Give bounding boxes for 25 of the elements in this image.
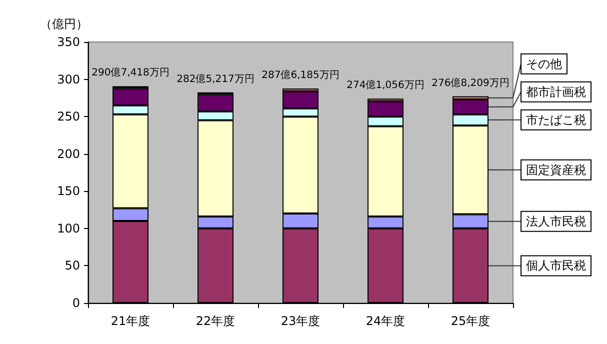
x-tick-label: 25年度 — [450, 314, 490, 328]
x-tick-label: 24年度 — [366, 314, 406, 328]
y-tick-label: 0 — [72, 296, 80, 310]
y-tick-label: 200 — [57, 146, 80, 161]
y-tick-label: 300 — [57, 72, 80, 86]
total-label: 274億1,056万円 — [346, 79, 424, 92]
x-tick-label: 23年度 — [280, 314, 320, 328]
y-tick-label: 350 — [57, 35, 80, 49]
text: 法人市民税 — [526, 214, 586, 228]
text: その他 — [526, 56, 562, 71]
y-tick-label: 150 — [57, 184, 80, 198]
x-tick-label: 21年度 — [110, 314, 150, 328]
y-tick-label: 50 — [64, 258, 80, 273]
text: 個人市民税 — [526, 258, 586, 273]
text: 都市計画税 — [526, 84, 586, 99]
total-label: 290億7,418万円 — [92, 66, 170, 79]
y-axis-title: （億円） — [40, 17, 88, 31]
total-label: 276億8,209万円 — [432, 76, 510, 89]
total-label: 282億5,217万円 — [176, 72, 254, 85]
total-label: 287億6,185万円 — [262, 69, 340, 82]
text: 市たばこ税 — [526, 112, 586, 127]
text: 固定資産税 — [526, 162, 586, 177]
x-tick-label: 22年度 — [196, 314, 236, 328]
y-tick-label: 250 — [57, 110, 80, 124]
y-tick-label: 100 — [57, 221, 80, 236]
